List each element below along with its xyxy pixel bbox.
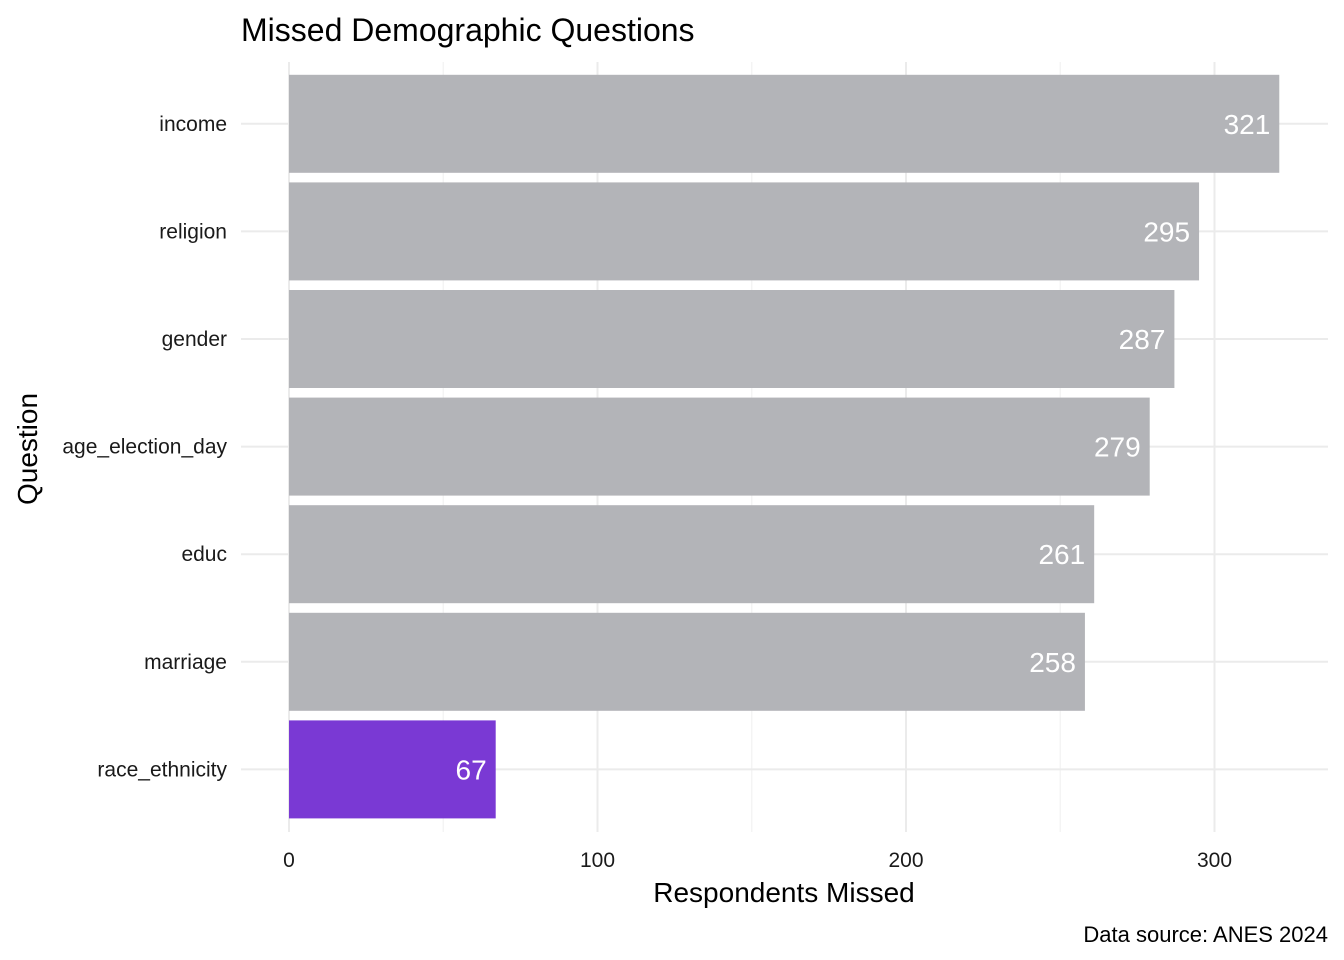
x-axis-ticks: 0 100 200 300 xyxy=(283,849,1232,872)
bar-educ xyxy=(289,505,1095,604)
data-label-educ: 261 xyxy=(1038,539,1085,570)
y-tick-label-religion: religion xyxy=(159,220,227,243)
y-tick-label-marriage: marriage xyxy=(144,651,227,674)
x-tick-label-100: 100 xyxy=(580,849,615,872)
y-axis-ticks: income religion gender age_election_dayeduc… xyxy=(62,113,227,782)
y-tick-label-income: income xyxy=(159,113,227,136)
x-axis-title: Respondents Missed xyxy=(653,877,914,908)
x-tick-label-0: 0 xyxy=(283,849,295,872)
bar-religion xyxy=(289,182,1200,281)
chart-title: Missed Demographic Questions xyxy=(241,12,695,48)
x-tick-label-200: 200 xyxy=(888,849,923,872)
bar-gender xyxy=(289,290,1175,388)
y-axis-title: Question xyxy=(12,393,43,505)
data-label-gender: 287 xyxy=(1119,324,1166,355)
bars xyxy=(289,74,1280,819)
x-tick-label-300: 300 xyxy=(1197,849,1232,872)
data-labels: 321 295 287 279 261 258 67 xyxy=(456,109,1271,786)
data-label-race_ethnicity: 67 xyxy=(456,754,487,785)
bar-race_ethnicity xyxy=(289,720,496,819)
bar-income xyxy=(289,74,1280,173)
y-tick-label-gender: gender xyxy=(162,328,227,351)
bar-age_election_day xyxy=(289,397,1150,496)
data-label-religion: 295 xyxy=(1143,216,1190,247)
chart-caption: Data source: ANES 2024 xyxy=(1083,922,1328,947)
data-label-income: 321 xyxy=(1224,109,1271,140)
y-tick-label-age_election_day: age_election_day xyxy=(62,436,227,459)
y-tick-label-race_ethnicity: race_ethnicity xyxy=(97,758,227,781)
bar-marriage xyxy=(289,612,1085,711)
data-label-marriage: 258 xyxy=(1029,647,1076,678)
y-tick-label-educ: educ xyxy=(181,543,227,566)
data-label-age_election_day: 279 xyxy=(1094,432,1141,463)
